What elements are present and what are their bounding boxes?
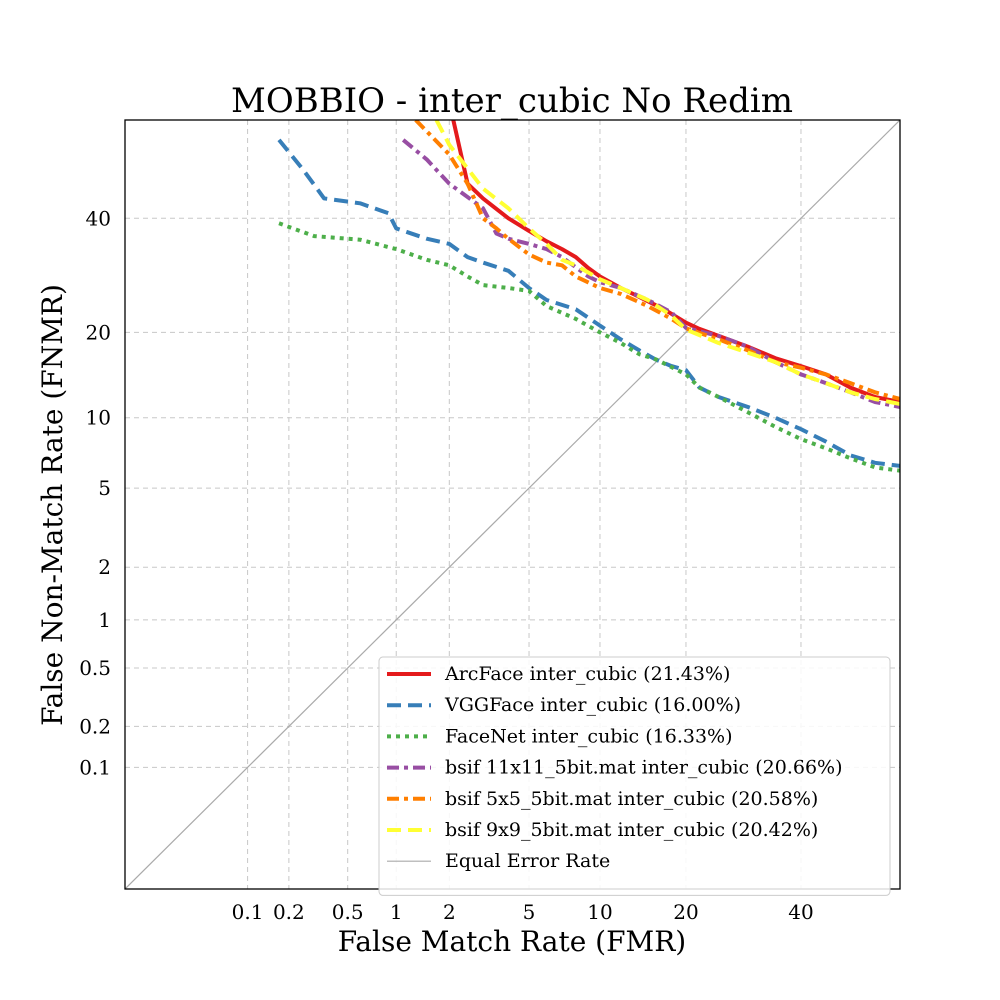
legend-label: Equal Error Rate bbox=[445, 850, 610, 872]
legend-label: bsif 9x9_5bit.mat inter_cubic (20.42%) bbox=[445, 819, 818, 841]
x-tick-labels: 0.1 0.2 0.5 1 2 5 10 20 40 bbox=[232, 900, 814, 924]
series-line-5 bbox=[414, 120, 900, 401]
y-tick-label: 1 bbox=[98, 608, 111, 632]
x-tick-label: 0.5 bbox=[332, 900, 364, 924]
legend: ArcFace inter_cubic (21.43%) VGGFace inte… bbox=[378, 656, 891, 896]
legend-label: VGGFace inter_cubic (16.00%) bbox=[444, 694, 741, 716]
x-tick-label: 5 bbox=[523, 900, 536, 924]
legend-label: FaceNet inter_cubic (16.33%) bbox=[445, 725, 733, 747]
y-tick-labels: 0.1 0.2 0.5 1 2 5 10 20 40 bbox=[79, 206, 111, 779]
legend-label: bsif 11x11_5bit.mat inter_cubic (20.66%) bbox=[445, 757, 843, 779]
legend-box bbox=[378, 656, 891, 896]
y-tick-label: 0.2 bbox=[79, 714, 111, 738]
series-line-1 bbox=[451, 120, 900, 404]
y-tick-label: 10 bbox=[86, 406, 111, 430]
series-line-2 bbox=[277, 138, 900, 468]
y-tick-label: 40 bbox=[86, 206, 111, 230]
x-tick-label: 0.1 bbox=[232, 900, 264, 924]
series-line-7 bbox=[125, 120, 900, 889]
x-tick-label: 40 bbox=[788, 900, 813, 924]
legend-label: bsif 5x5_5bit.mat inter_cubic (20.58%) bbox=[445, 788, 818, 810]
y-tick-label: 20 bbox=[86, 320, 111, 344]
x-tick-label: 20 bbox=[673, 900, 698, 924]
x-tick-label: 10 bbox=[587, 900, 612, 924]
y-tick-label: 5 bbox=[98, 476, 111, 500]
series-line-3 bbox=[278, 221, 900, 473]
y-tick-label: 0.1 bbox=[79, 755, 111, 779]
x-axis-label: False Match Rate (FMR) bbox=[338, 925, 686, 958]
x-tick-label: 0.2 bbox=[273, 900, 305, 924]
y-tick-label: 0.5 bbox=[79, 656, 111, 680]
legend-label: ArcFace inter_cubic (21.43%) bbox=[444, 663, 730, 685]
y-axis-label: False Non-Match Rate (FNMR) bbox=[36, 284, 69, 726]
series-line-6 bbox=[434, 120, 900, 406]
y-tick-label: 2 bbox=[98, 555, 111, 579]
eer-layer bbox=[125, 120, 900, 889]
x-tick-label: 1 bbox=[390, 900, 403, 924]
series-layer bbox=[277, 120, 900, 473]
x-tick-label: 2 bbox=[443, 900, 456, 924]
chart-title: MOBBIO - inter_cubic No Redim bbox=[231, 81, 793, 121]
